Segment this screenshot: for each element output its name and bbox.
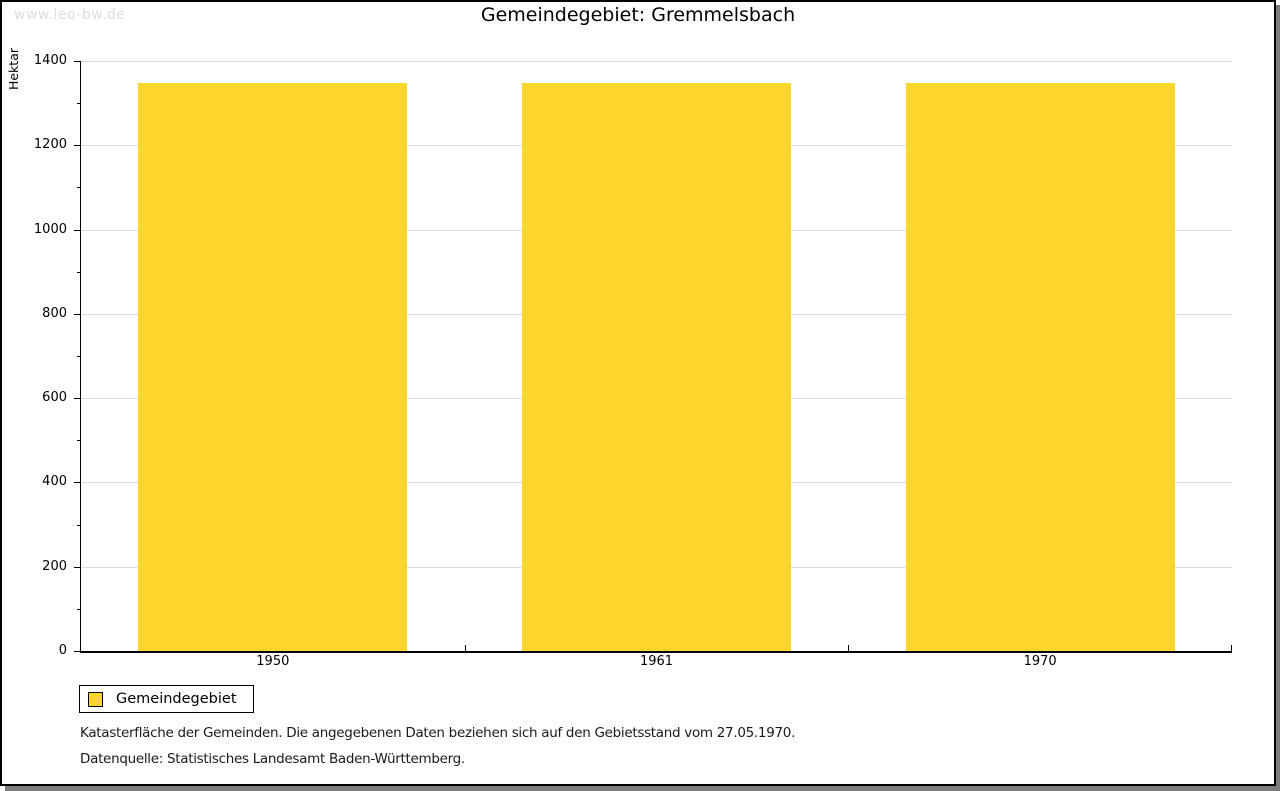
- y-axis-major-tick: [74, 313, 81, 315]
- bar-1970: [905, 83, 1175, 651]
- y-axis-major-tick: [74, 398, 81, 400]
- y-tick-label: 600: [42, 390, 67, 406]
- y-axis-minor-tick: [77, 187, 81, 189]
- y-axis-minor-tick: [77, 524, 81, 526]
- y-axis-minor-tick: [77, 271, 81, 273]
- bar-1950: [138, 83, 408, 651]
- y-tick-label: 800: [42, 305, 67, 321]
- y-tick-label: 200: [42, 558, 67, 574]
- y-axis-major-tick: [74, 651, 81, 652]
- y-tick-label: 1000: [33, 221, 67, 237]
- x-axis-tick: [464, 645, 466, 651]
- chart-title: Gemeindegebiet: Gremmelsbach: [480, 4, 796, 26]
- x-axis-tick: [848, 645, 850, 651]
- y-axis-major-tick: [74, 145, 81, 147]
- y-axis-minor-tick: [77, 440, 81, 442]
- bar-1961: [522, 83, 791, 651]
- y-axis-minor-tick: [77, 356, 81, 357]
- x-tick-label: 1961: [639, 654, 674, 669]
- y-axis-minor-tick: [77, 608, 81, 610]
- y-tick-label: 0: [58, 643, 67, 658]
- legend-label: Gemeindegebiet: [116, 691, 237, 707]
- watermark: www.leo-bw.de: [14, 7, 126, 23]
- y-axis-major-tick: [74, 482, 81, 484]
- footnote-data-source: Datenquelle: Statistisches Landesamt Bad…: [80, 751, 465, 767]
- y-axis-major-tick: [74, 61, 81, 62]
- y-axis-major-tick: [74, 229, 81, 231]
- y-tick-label: 1200: [33, 137, 67, 153]
- y-gridline: [81, 61, 1232, 62]
- x-axis-end-tick: [1231, 645, 1232, 651]
- legend-swatch: [88, 691, 103, 707]
- legend: Gemeindegebiet: [79, 685, 254, 713]
- footnote-source-note: Katasterfläche der Gemeinden. Die angege…: [80, 725, 796, 741]
- plot-area: 0 200 400 600 800 1000 1200 1400 1950 1961 1970: [34, 53, 1232, 669]
- y-tick-label: 1400: [33, 53, 67, 68]
- x-tick-label: 1950: [256, 654, 290, 669]
- x-tick-label: 1970: [1023, 654, 1057, 669]
- y-tick-label: 400: [42, 474, 67, 490]
- y-axis-minor-tick: [77, 103, 81, 105]
- y-axis-major-tick: [74, 566, 81, 568]
